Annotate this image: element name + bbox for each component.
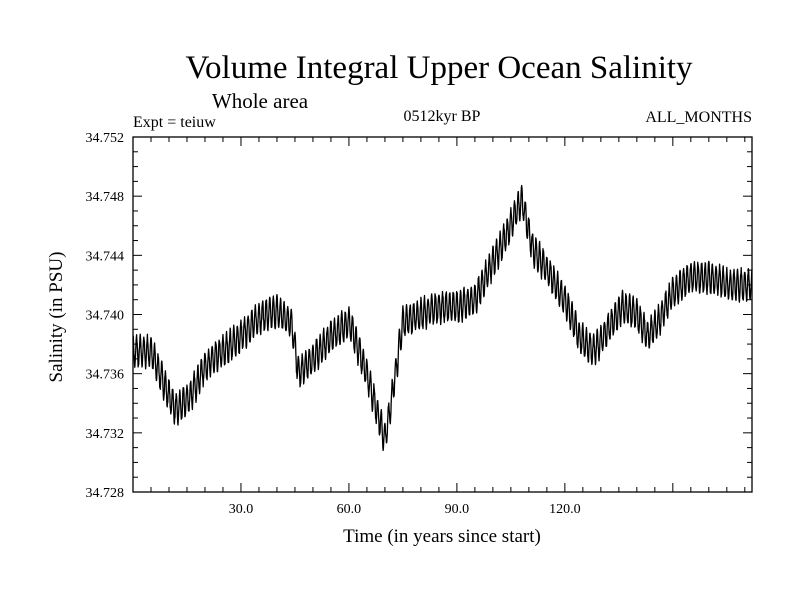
plot-area [132,184,753,452]
chart-subtitle: Whole area [212,89,309,113]
y-axis-label: Salinity (in PSU) [46,252,67,383]
y-tick-label: 34.748 [86,190,125,205]
salinity-series-line [132,184,753,452]
y-tick-label: 34.740 [86,309,125,324]
chart-title: Volume Integral Upper Ocean Salinity [185,50,693,86]
x-tick-label: 30.0 [229,502,254,517]
x-tick-label: 120.0 [549,502,581,517]
y-tick-label: 34.728 [86,486,125,501]
x-tick-label: 60.0 [337,502,362,517]
period-label: 0512kyr BP [404,108,481,125]
x-tick-label: 90.0 [445,502,470,517]
y-tick-label: 34.736 [86,368,125,383]
months-label: ALL_MONTHS [645,109,752,126]
experiment-label: Expt = teiuw [133,114,216,131]
x-axis-label: Time (in years since start) [343,526,541,547]
y-tick-label: 34.732 [86,427,125,442]
axes: 34.728 34.732 34.736 34.740 34.744 34.748 34.7… [86,131,753,517]
y-tick-label: 34.744 [86,249,125,264]
y-tick-label: 34.752 [86,131,125,146]
